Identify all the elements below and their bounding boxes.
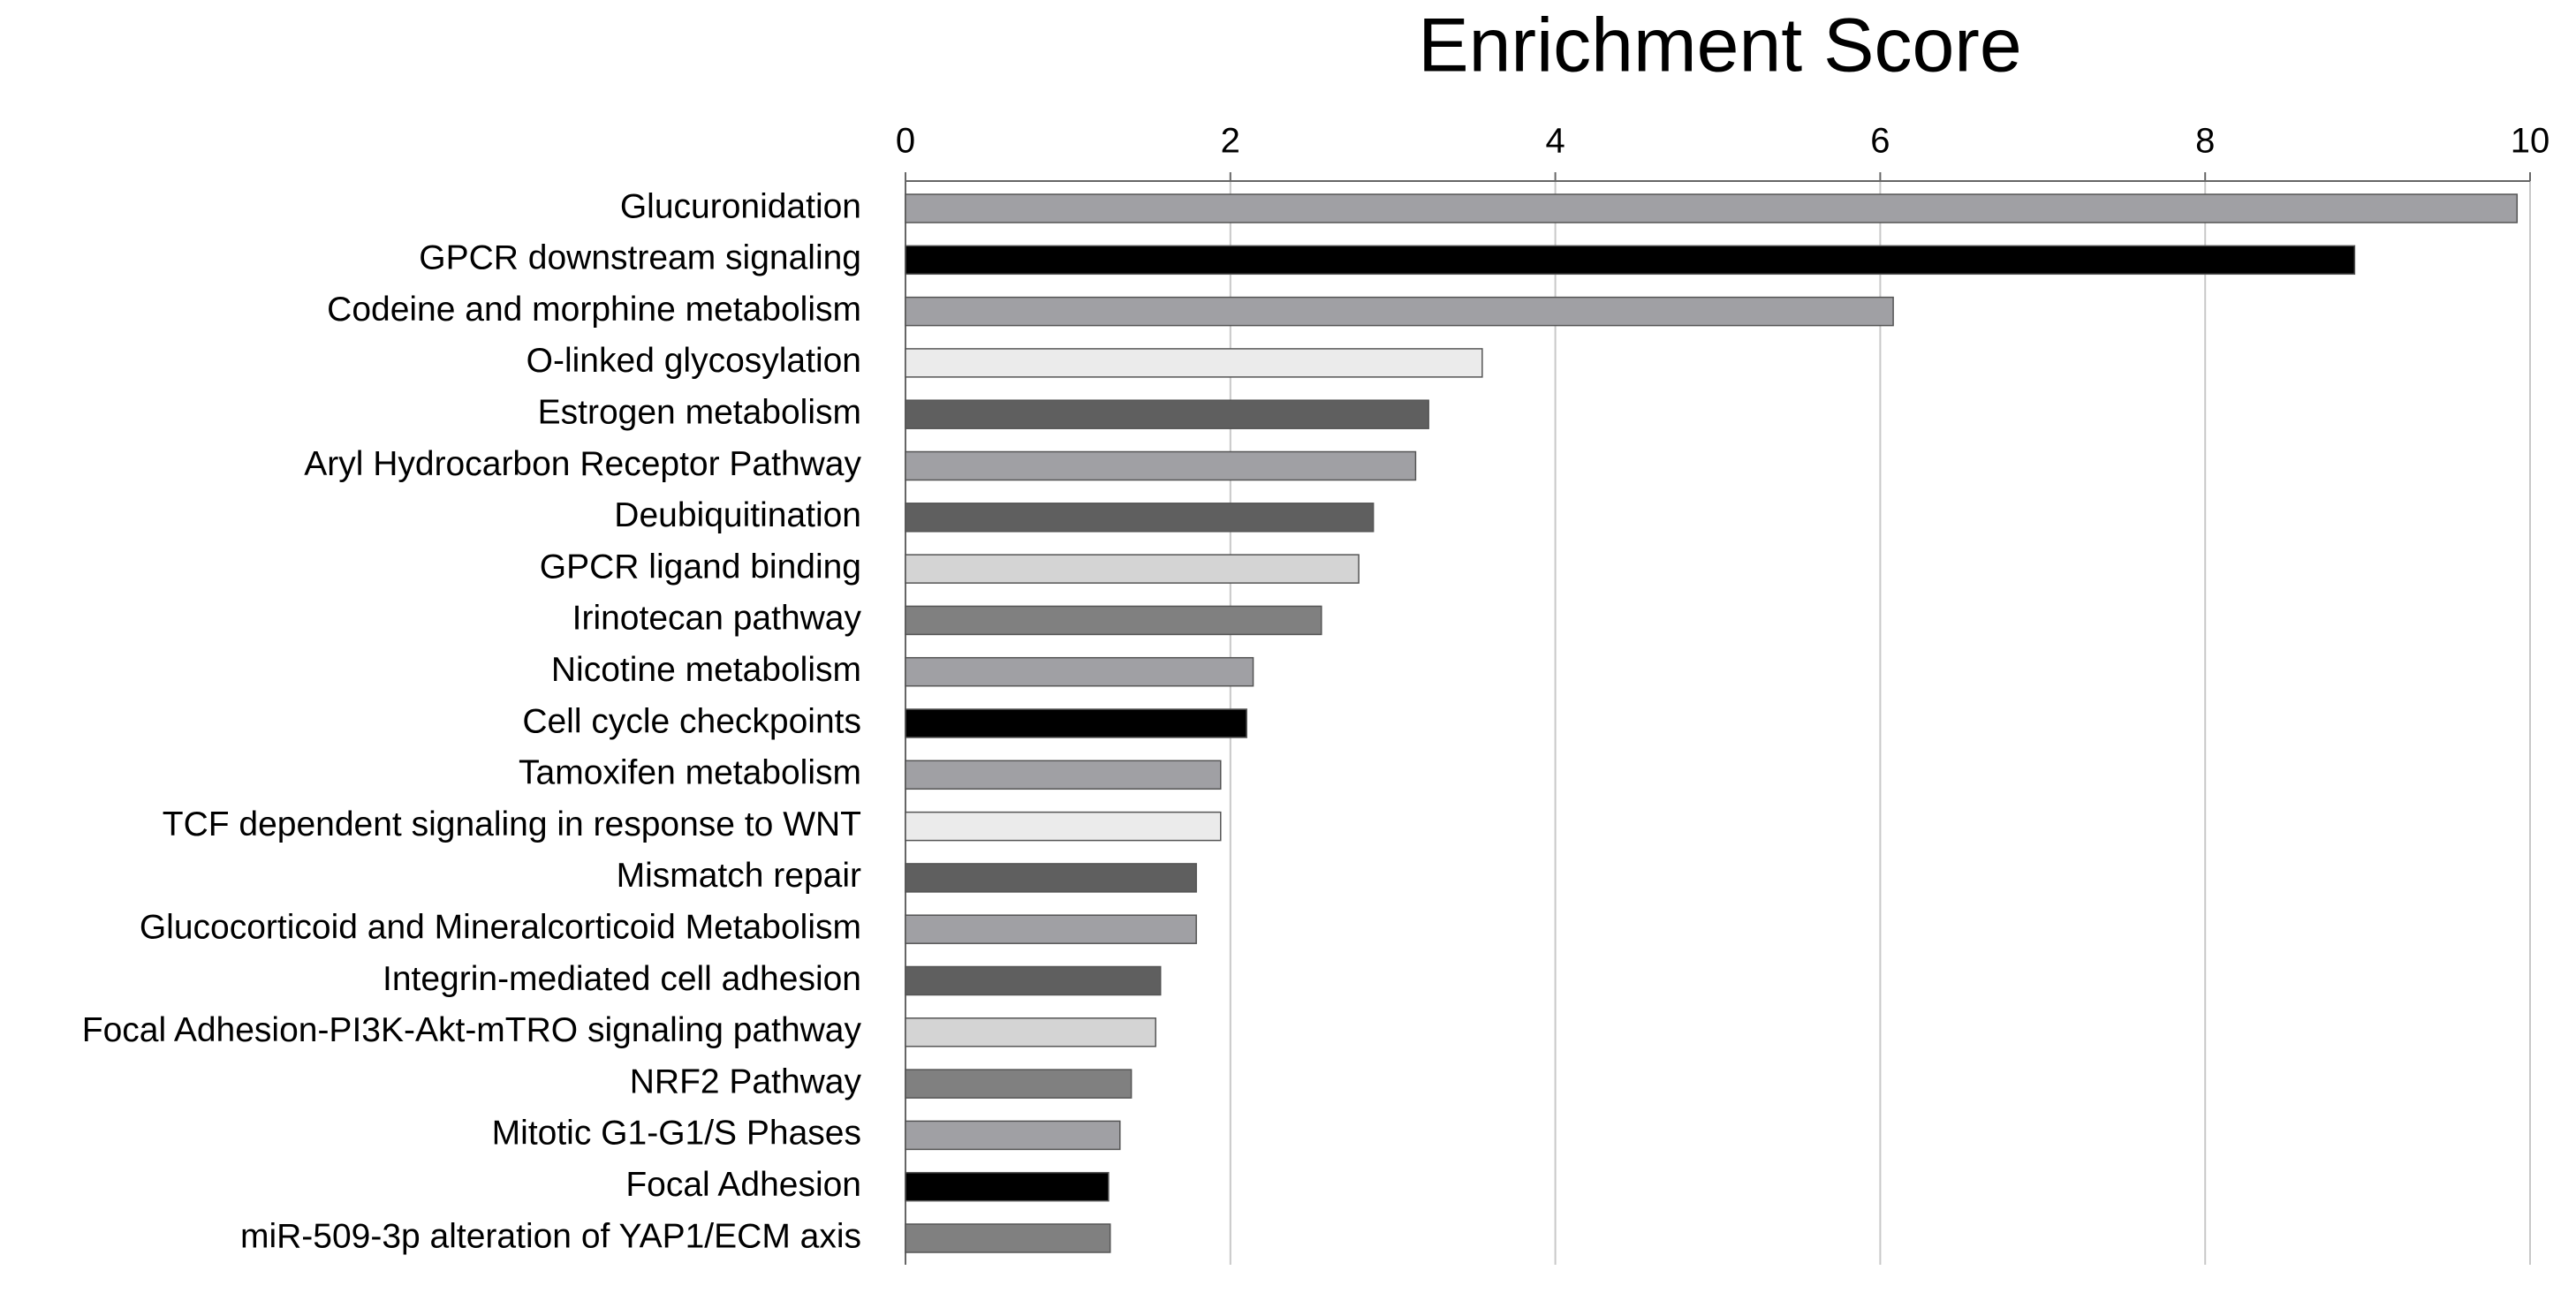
bar	[905, 193, 2519, 223]
y-tick-label: Integrin-mediated cell adhesion	[383, 960, 861, 998]
y-tick-label: Cell cycle checkpoints	[522, 702, 861, 740]
bar	[905, 656, 1254, 687]
y-tick-label: GPCR downstream signaling	[419, 239, 861, 277]
y-tick-label: Codeine and morphine metabolism	[327, 291, 861, 329]
bar	[905, 914, 1197, 944]
bar	[905, 1171, 1110, 1202]
y-tick-label: Estrogen metabolism	[538, 393, 861, 431]
y-tick-label: miR-509-3p alteration of YAP1/ECM axis	[240, 1217, 861, 1255]
y-tick-label: O-linked glycosylation	[527, 342, 861, 380]
bar	[905, 1120, 1121, 1151]
bar	[905, 863, 1197, 893]
bar	[905, 708, 1247, 738]
y-tick-label: Nicotine metabolism	[551, 651, 861, 689]
y-tick-label: Irinotecan pathway	[572, 600, 862, 638]
bar	[905, 1069, 1133, 1099]
bar	[905, 760, 1222, 790]
bar	[905, 348, 1483, 378]
y-tick-label: Tamoxifen metabolism	[519, 754, 861, 792]
y-tick-label: Glucuronidation	[620, 187, 861, 225]
y-tick-label: Focal Adhesion	[625, 1166, 861, 1204]
x-tick-label: 2	[1221, 122, 1240, 161]
y-tick-label: Focal Adhesion-PI3K-Akt-mTRO signaling p…	[82, 1011, 862, 1049]
x-tick-label: 0	[896, 122, 915, 161]
y-tick-label: TCF dependent signaling in response to W…	[163, 805, 861, 843]
y-tick-label: Mismatch repair	[617, 857, 861, 895]
bar	[905, 965, 1162, 996]
x-tick-label: 8	[2195, 122, 2215, 161]
y-tick-label: Mitotic G1-G1/S Phases	[492, 1115, 861, 1153]
x-tick-label: 4	[1545, 122, 1565, 161]
bar	[905, 1223, 1111, 1253]
bar	[905, 296, 1894, 327]
y-tick-label: Glucocorticoid and Mineralcorticoid Meta…	[140, 908, 861, 946]
y-tick-label: GPCR ligand binding	[540, 548, 861, 586]
x-tick-label: 6	[1870, 122, 1890, 161]
x-tick-label: 10	[2511, 122, 2550, 161]
bar	[905, 450, 1417, 481]
bar	[905, 605, 1322, 636]
y-tick-label: Deubiquitination	[614, 496, 861, 534]
bar	[905, 503, 1375, 533]
bar	[905, 554, 1360, 584]
bar	[905, 399, 1429, 429]
bar	[905, 245, 2356, 276]
bar	[905, 1017, 1156, 1047]
y-tick-label: NRF2 Pathway	[630, 1062, 862, 1100]
y-tick-label: Aryl Hydrocarbon Receptor Pathway	[304, 445, 861, 483]
chart-title: Enrichment Score	[1418, 4, 2022, 88]
bar	[905, 811, 1222, 842]
